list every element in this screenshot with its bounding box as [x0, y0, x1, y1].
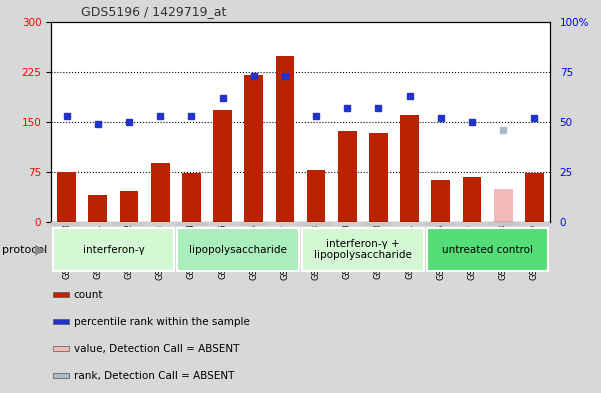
Bar — [53, 346, 69, 351]
Bar — [114, 222, 145, 226]
Bar — [145, 222, 176, 226]
Text: value, Detection Call = ABSENT: value, Detection Call = ABSENT — [74, 343, 239, 354]
Bar — [238, 222, 269, 226]
Bar — [53, 319, 69, 324]
Bar — [494, 189, 513, 222]
Text: rank, Detection Call = ABSENT: rank, Detection Call = ABSENT — [74, 371, 234, 380]
Bar — [525, 173, 544, 222]
Bar — [519, 222, 550, 226]
Bar — [245, 75, 263, 222]
Text: interferon-γ: interferon-γ — [82, 244, 144, 255]
Bar — [338, 130, 356, 222]
Bar — [432, 180, 450, 222]
Text: untreated control: untreated control — [442, 244, 533, 255]
Bar — [400, 115, 419, 222]
Bar — [120, 191, 138, 222]
Bar — [207, 222, 238, 226]
Bar — [53, 292, 69, 297]
Bar — [82, 222, 114, 226]
Bar — [332, 222, 363, 226]
Text: interferon-γ +
lipopolysaccharide: interferon-γ + lipopolysaccharide — [314, 239, 412, 260]
Bar — [182, 173, 201, 222]
Bar — [177, 228, 299, 271]
Bar — [307, 170, 326, 222]
Text: percentile rank within the sample: percentile rank within the sample — [74, 316, 249, 327]
Text: lipopolysaccharide: lipopolysaccharide — [189, 244, 287, 255]
Bar — [57, 172, 76, 222]
Bar — [51, 222, 82, 226]
Bar — [88, 195, 107, 222]
Bar — [369, 133, 388, 222]
Bar — [427, 228, 548, 271]
Bar — [53, 228, 174, 271]
Text: count: count — [74, 290, 103, 299]
Bar — [363, 222, 394, 226]
Bar — [300, 222, 332, 226]
Text: protocol: protocol — [2, 244, 47, 255]
Bar — [302, 228, 424, 271]
Bar — [463, 176, 481, 222]
Bar — [213, 110, 232, 222]
Bar — [176, 222, 207, 226]
Bar — [53, 373, 69, 378]
Bar — [269, 222, 300, 226]
Bar — [151, 163, 169, 222]
Bar — [394, 222, 426, 226]
Text: GDS5196 / 1429719_at: GDS5196 / 1429719_at — [81, 5, 227, 18]
Bar — [426, 222, 456, 226]
Bar — [456, 222, 487, 226]
Bar — [487, 222, 519, 226]
Bar — [276, 56, 294, 222]
Text: ▶: ▶ — [35, 242, 46, 257]
